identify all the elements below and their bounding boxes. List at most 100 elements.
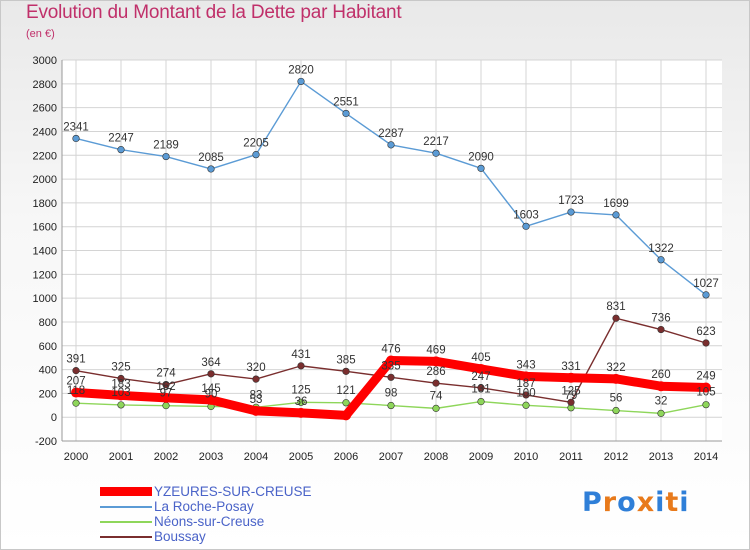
y-tick-label: 600 xyxy=(39,341,57,353)
data-point-2 xyxy=(387,401,395,410)
data-point-3 xyxy=(432,379,440,387)
data-point-0 xyxy=(71,387,81,398)
data-label-3: 286 xyxy=(426,366,445,378)
x-tick-label: 2014 xyxy=(694,451,718,463)
data-label-1: 2085 xyxy=(198,152,224,164)
data-label-2: 90 xyxy=(205,388,218,400)
data-label-0: 469 xyxy=(426,344,445,356)
x-tick-label: 2011 xyxy=(559,451,583,463)
legend-label-la-roche-posay: La Roche-Posay xyxy=(154,499,254,514)
data-point-0 xyxy=(206,394,216,405)
data-label-0: 207 xyxy=(66,376,85,388)
x-tick-label: 2007 xyxy=(379,451,403,463)
data-label-3: 431 xyxy=(291,349,310,361)
data-label-1: 2217 xyxy=(423,136,449,148)
data-label-0: 405 xyxy=(471,352,490,364)
data-point-2 xyxy=(72,399,80,407)
y-axis-unit: (en €) xyxy=(26,28,55,40)
y-tick-label: 2600 xyxy=(33,103,57,115)
data-point-0 xyxy=(611,373,621,384)
data-label-3: 335 xyxy=(381,360,400,372)
data-point-0 xyxy=(476,363,486,374)
data-point-3 xyxy=(72,367,80,375)
x-tick-label: 2009 xyxy=(469,451,493,463)
data-label-3: 364 xyxy=(201,357,221,369)
data-point-1 xyxy=(387,141,395,149)
data-label-3: 385 xyxy=(336,354,355,366)
data-label-0: 53 xyxy=(250,394,263,406)
x-tick-label: 2013 xyxy=(649,451,673,463)
legend-label-boussay: Boussay xyxy=(154,529,206,544)
x-tick-label: 2002 xyxy=(154,451,178,463)
data-label-2: 79 xyxy=(565,390,578,402)
data-label-0: 183 xyxy=(111,378,130,390)
data-label-1: 2205 xyxy=(243,138,269,150)
data-label-1: 2341 xyxy=(63,121,89,133)
data-label-2: 105 xyxy=(696,387,715,399)
chart-title: Evolution du Montant de la Dette par Hab… xyxy=(26,2,402,23)
data-label-1: 2820 xyxy=(288,64,314,76)
data-label-2: 97 xyxy=(160,388,173,400)
data-label-2: 100 xyxy=(516,387,535,399)
data-label-2: 83 xyxy=(250,389,263,401)
data-point-3 xyxy=(612,314,620,322)
data-label-0: 36 xyxy=(295,396,308,408)
data-point-1 xyxy=(477,164,485,172)
data-point-0 xyxy=(116,390,126,401)
data-label-1: 1723 xyxy=(558,195,584,207)
data-point-2 xyxy=(657,409,665,417)
data-label-2: 98 xyxy=(385,388,398,400)
legend-swatch-boussay xyxy=(100,536,152,538)
data-point-2 xyxy=(297,398,305,406)
logo-letter: P xyxy=(582,487,603,518)
data-point-1 xyxy=(612,211,620,219)
data-point-2 xyxy=(612,406,620,415)
x-tick-label: 2005 xyxy=(289,451,313,463)
data-label-1: 1699 xyxy=(603,198,629,210)
logo-letter: r xyxy=(602,487,618,518)
data-point-3 xyxy=(387,373,395,381)
data-label-0: 162 xyxy=(156,381,175,393)
data-label-0: 260 xyxy=(651,369,670,381)
data-point-3 xyxy=(657,325,665,334)
data-point-2 xyxy=(432,404,440,412)
data-point-0 xyxy=(341,410,351,421)
data-label-2: 131 xyxy=(471,384,490,396)
logo-letter: i xyxy=(679,487,690,518)
data-label-1: 2247 xyxy=(108,133,134,145)
data-point-3 xyxy=(207,370,215,378)
data-point-1 xyxy=(162,152,170,161)
data-label-1: 2189 xyxy=(153,140,179,152)
data-point-2 xyxy=(117,401,125,409)
data-point-3 xyxy=(342,367,350,375)
data-point-3 xyxy=(297,362,305,370)
data-point-0 xyxy=(431,356,441,367)
data-label-2: 118 xyxy=(67,385,85,397)
data-label-3: 320 xyxy=(246,362,265,374)
data-point-1 xyxy=(117,146,125,154)
legend-swatch-neons-sur-creuse xyxy=(100,521,152,523)
data-label-1: 1322 xyxy=(648,243,674,255)
x-tick-label: 2003 xyxy=(199,451,223,463)
data-point-1 xyxy=(207,165,215,173)
y-tick-label: 0 xyxy=(51,412,57,424)
data-label-3: 247 xyxy=(471,371,490,383)
legend-label-neons-sur-creuse: Néons-sur-Creuse xyxy=(154,514,265,529)
data-point-0 xyxy=(296,407,306,418)
data-label-3: 623 xyxy=(696,326,715,338)
proxiti-logo: Proxiti xyxy=(582,487,690,518)
data-label-3: 391 xyxy=(66,354,85,366)
data-point-0 xyxy=(701,382,711,393)
data-point-3 xyxy=(522,391,530,399)
y-tick-label: 1400 xyxy=(33,246,57,258)
data-point-1 xyxy=(567,208,575,216)
data-point-1 xyxy=(702,291,710,299)
data-point-0 xyxy=(251,405,261,416)
y-tick-label: 1600 xyxy=(33,222,57,234)
data-label-1: 2287 xyxy=(378,128,404,140)
x-tick-label: 2012 xyxy=(604,451,628,463)
y-tick-label: 1000 xyxy=(33,293,57,305)
y-tick-label: 2200 xyxy=(33,150,57,162)
x-tick-label: 2006 xyxy=(334,451,358,463)
